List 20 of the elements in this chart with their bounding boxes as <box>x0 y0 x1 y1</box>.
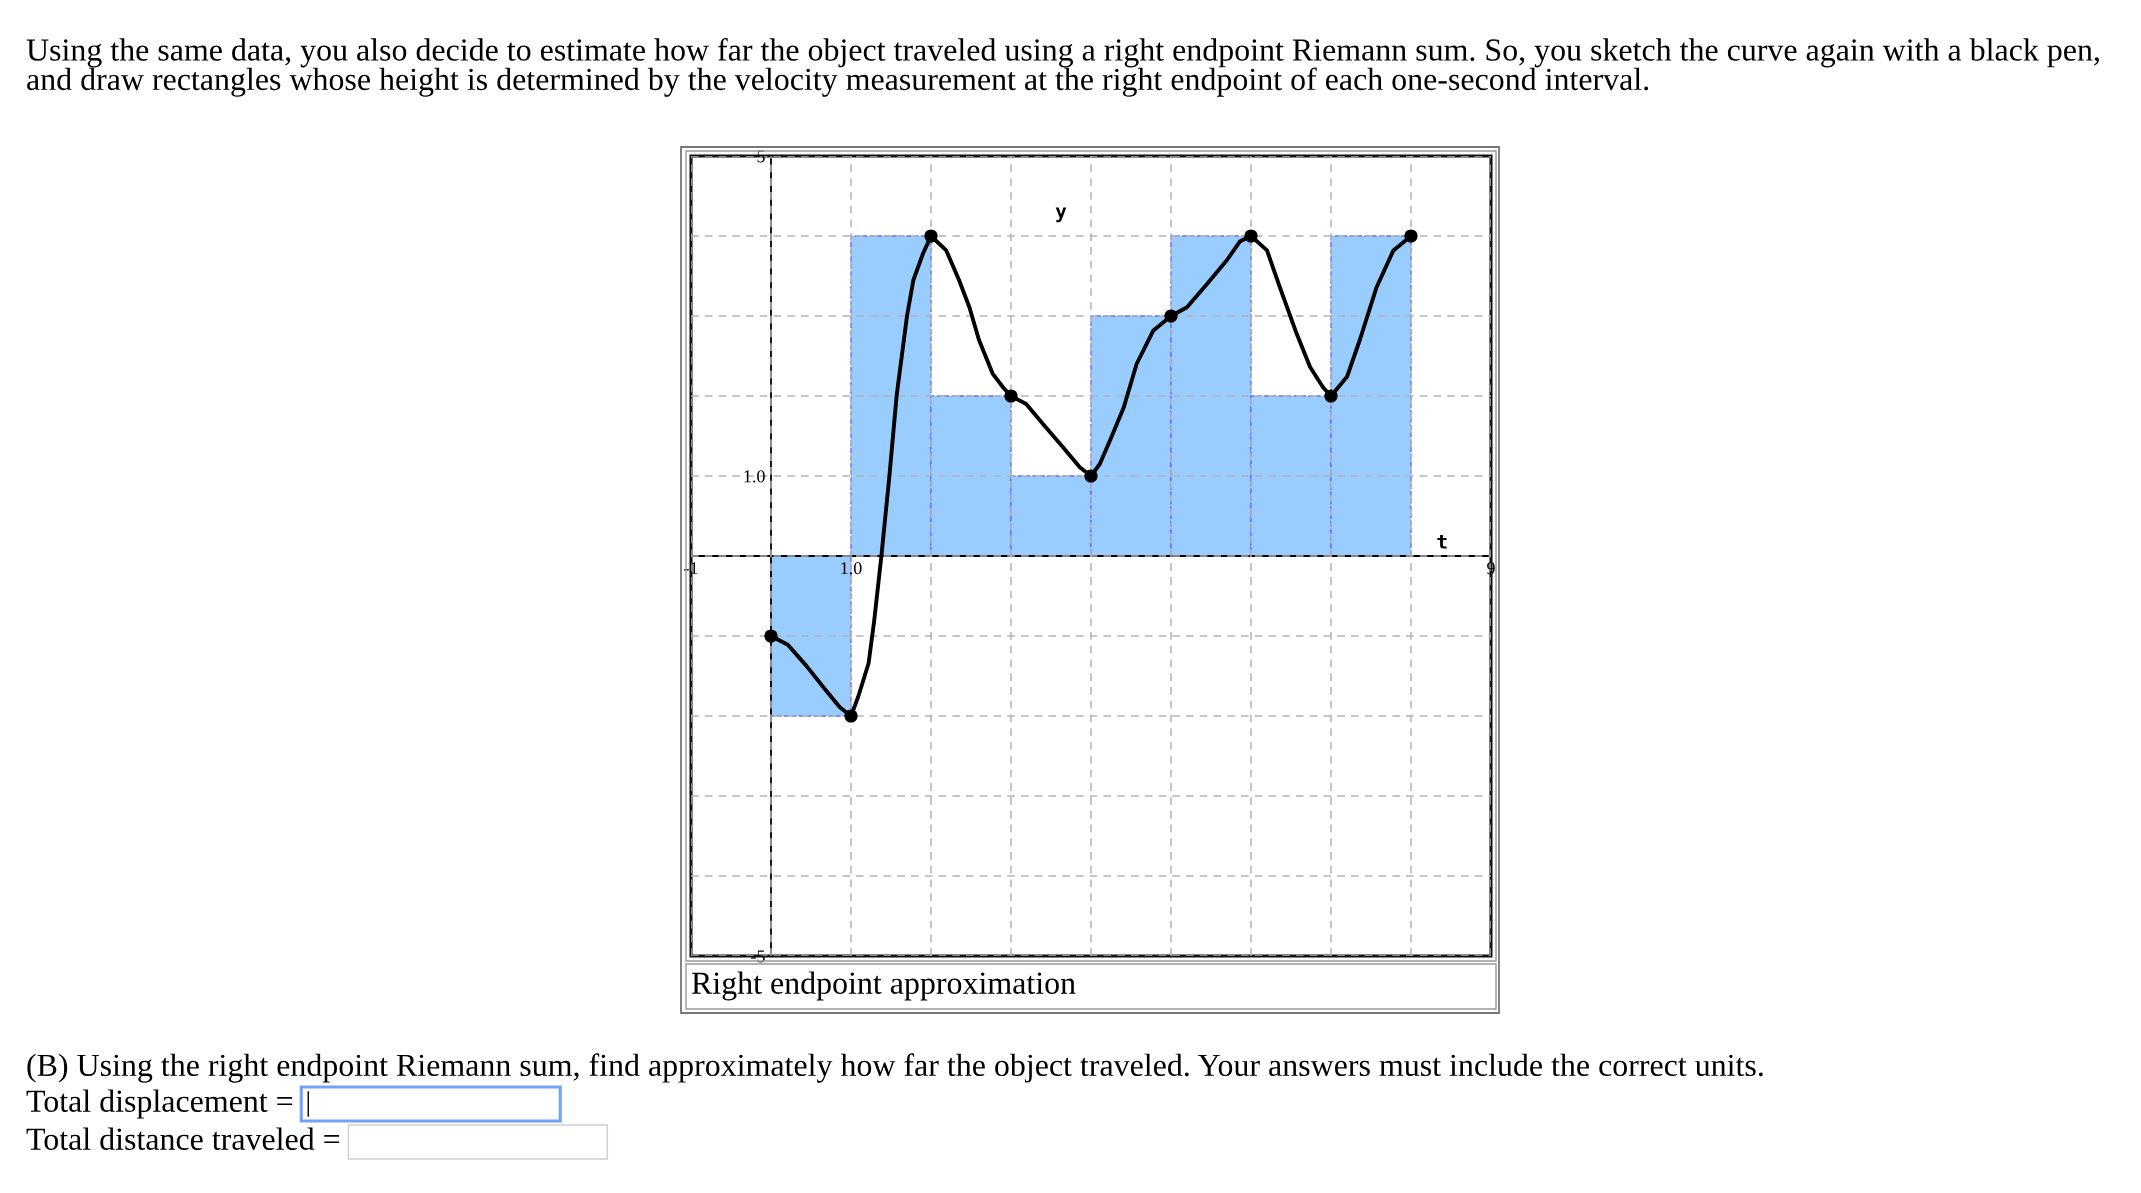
y-tick-label: -5 <box>751 950 765 963</box>
y-tick-label: 5 <box>757 150 765 163</box>
point <box>764 629 778 643</box>
y-tick-label: 1.0 <box>744 470 765 483</box>
x-axis-title: t <box>1437 534 1447 549</box>
text: Total displacement = <box>26 1089 293 1119</box>
point <box>1004 389 1018 403</box>
point <box>1164 309 1178 323</box>
text: Total distance traveled = <box>26 1127 340 1150</box>
point <box>844 709 858 723</box>
chart-title: Using the same data, you also decide to estimate how far the object traveled using a right endpoint Riemann sum. So, you sketch the curve again with a black pen, and draw rectangles whose height is determined by the velocity measurement at the right endpoint of each one-second interval. <box>26 38 2099 97</box>
point <box>1244 229 1258 243</box>
text: (B) Using the right endpoint Riemann sum, find approximately how far the object traveled. Your answers must include the correct units. <box>27 1053 1763 1083</box>
point <box>1084 469 1098 483</box>
point <box>1324 389 1338 403</box>
point <box>1404 229 1418 243</box>
y-axis-title: y <box>1055 207 1067 223</box>
x-tick-label: 1.0 <box>841 562 862 575</box>
point <box>924 229 938 243</box>
text: Right endpoint approximation <box>691 971 1076 1001</box>
